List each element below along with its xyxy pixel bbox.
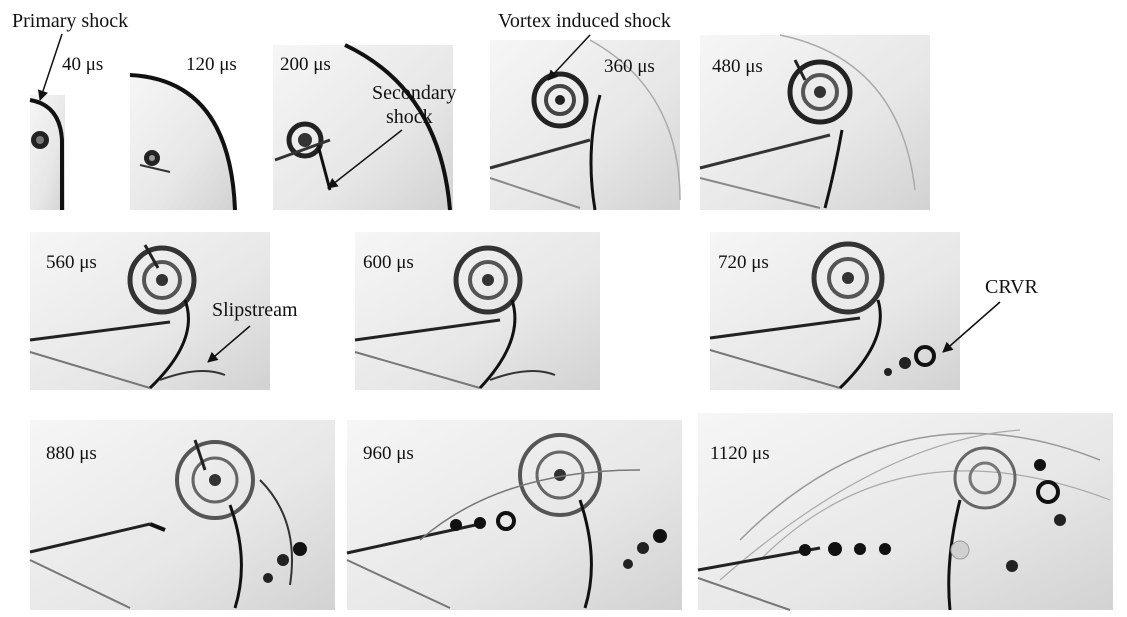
time-label-880us: 880 μs (46, 443, 97, 464)
panel-560us (29, 232, 270, 390)
annotation-crvr: CRVR (985, 276, 1039, 298)
time-label-480us: 480 μs (712, 56, 763, 77)
arrow-vortex-induced-shock (547, 34, 591, 81)
time-label-360us: 360 μs (604, 56, 655, 77)
panel-600us (354, 232, 600, 390)
arrow-primary-shock (38, 33, 63, 101)
time-label-40us: 40 μs (62, 54, 103, 75)
panel-720us (709, 232, 960, 390)
annotation-slipstream: Slipstream (212, 299, 298, 321)
panel-1120us (697, 413, 1113, 611)
time-label-120us: 120 μs (186, 54, 237, 75)
arrow-crvr (942, 301, 1001, 353)
time-label-600us: 600 μs (363, 252, 414, 273)
panel-360us (489, 39, 681, 211)
time-label-960us: 960 μs (363, 443, 414, 464)
annotation-secondary-shock-line2: shock (386, 106, 433, 128)
panel-200us (273, 43, 453, 211)
time-label-200us: 200 μs (280, 54, 331, 75)
annotation-vortex-induced-shock: Vortex induced shock (498, 10, 671, 32)
panel-40us (29, 95, 65, 210)
arrow-secondary-shock (327, 129, 403, 189)
time-label-560us: 560 μs (46, 252, 97, 273)
time-label-1120us: 1120 μs (710, 443, 770, 464)
panel-480us (699, 34, 930, 210)
panel-120us (129, 73, 237, 211)
panel-960us (346, 420, 682, 610)
annotation-secondary-shock-line1: Secondary (372, 82, 456, 104)
arrow-slipstream (207, 325, 251, 363)
panel-880us (29, 420, 335, 610)
annotation-primary-shock: Primary shock (12, 10, 128, 32)
time-label-720us: 720 μs (718, 252, 769, 273)
